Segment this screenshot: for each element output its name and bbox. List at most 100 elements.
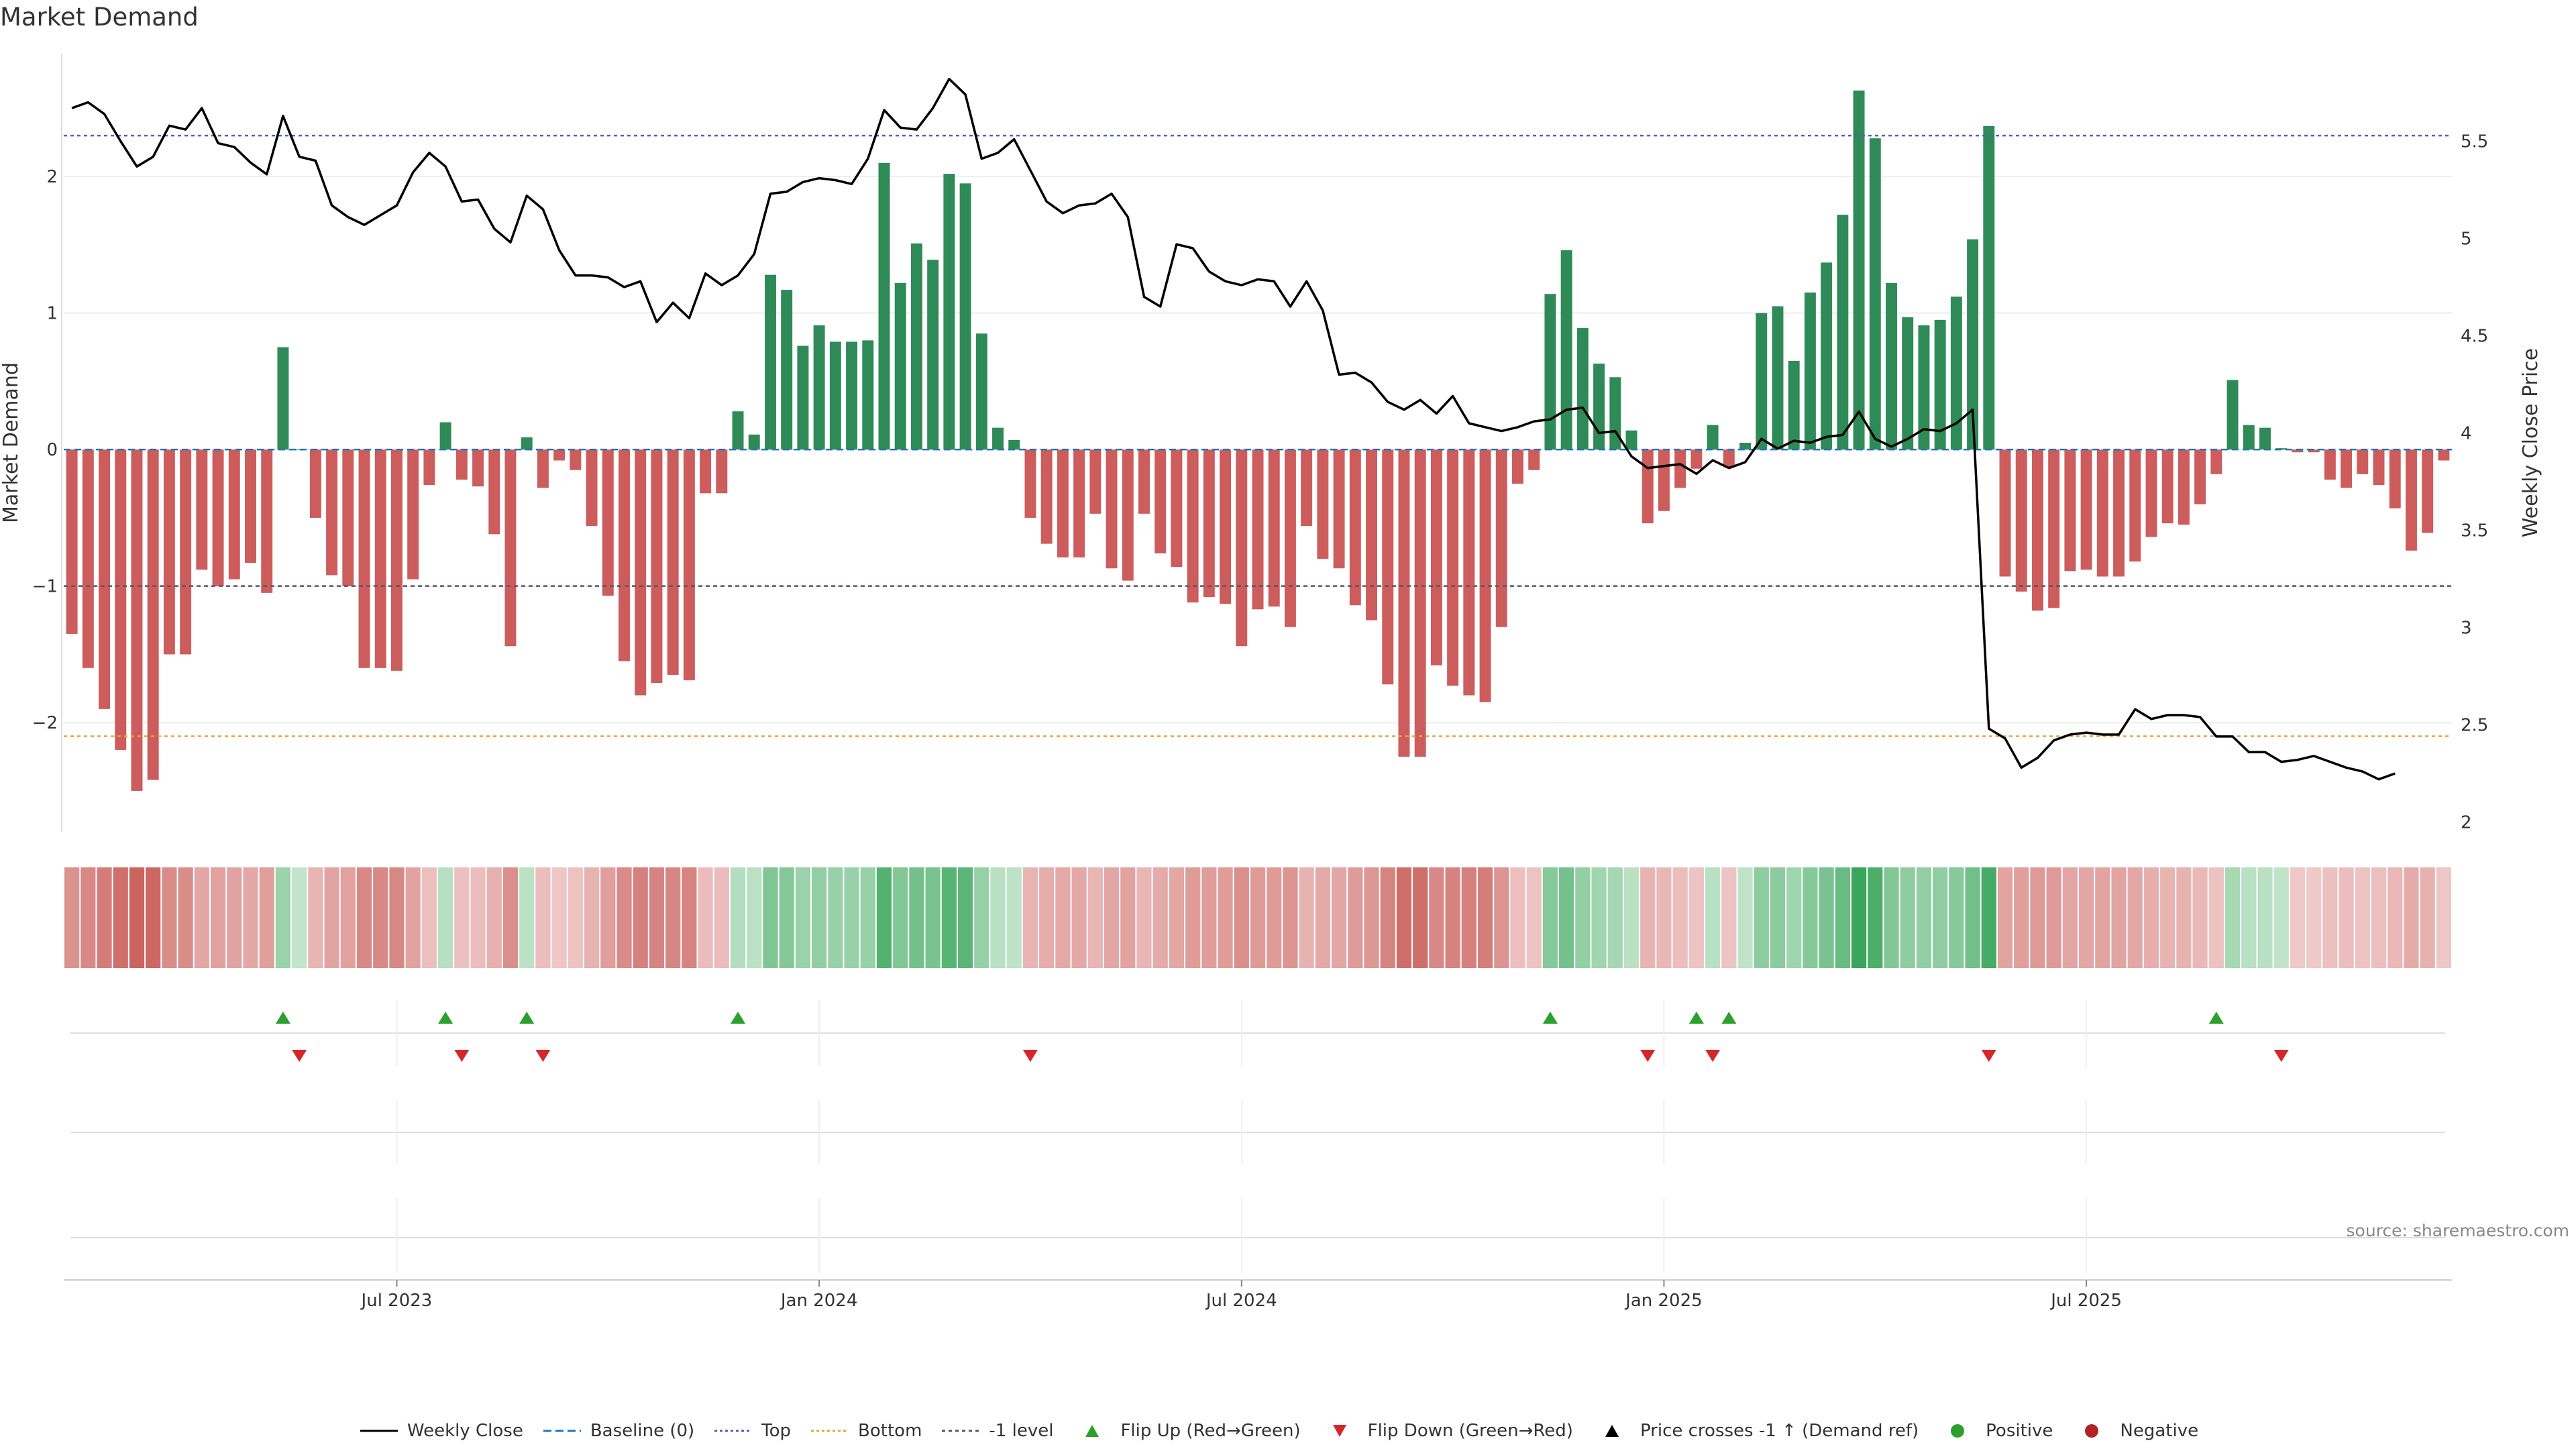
heat-cell	[1006, 867, 1022, 968]
flip-up-marker	[438, 1012, 453, 1024]
demand-bar	[894, 282, 906, 450]
heat-cell	[2404, 867, 2419, 968]
demand-bar	[1236, 449, 1248, 647]
demand-bar	[1593, 363, 1605, 450]
heat-cell	[1364, 867, 1379, 968]
heat-cell	[1039, 867, 1055, 968]
heat-cell	[1152, 867, 1168, 968]
heat-cell	[795, 867, 811, 968]
heat-cell	[1900, 867, 1915, 968]
demand-bar	[927, 260, 939, 450]
heat-cell	[356, 867, 372, 968]
demand-bar	[1138, 449, 1150, 514]
heat-cell	[275, 867, 291, 968]
demand-bar	[1463, 449, 1475, 696]
demand-bar	[2292, 449, 2304, 453]
demand-bar	[1902, 317, 1914, 450]
heat-cell	[1461, 867, 1477, 968]
legend-item-flip-down: Flip Down (Green→Red)	[1320, 1421, 1573, 1441]
demand-bar	[975, 333, 987, 450]
demand-bar	[2178, 449, 2190, 525]
flip-down-marker	[1640, 1050, 1656, 1062]
demand-bar	[1999, 449, 2011, 577]
demand-bar	[1853, 90, 1865, 450]
heat-cell	[1267, 867, 1282, 968]
x-tick-label: Jul 2024	[1205, 1291, 1277, 1311]
demand-bar	[196, 449, 208, 570]
demand-bar	[1301, 449, 1313, 527]
y2-tick-label: 5.5	[2461, 132, 2488, 152]
demand-bar	[683, 449, 695, 681]
legend-label: Flip Up (Red→Green)	[1120, 1421, 1301, 1441]
demand-bar	[163, 449, 175, 655]
flip-down-marker	[1981, 1050, 1996, 1062]
baseline-legend-icon	[542, 1421, 582, 1441]
demand-bar	[1512, 449, 1523, 484]
heat-cell	[633, 867, 648, 968]
heat-cell	[2436, 867, 2451, 968]
flip-up-marker	[731, 1012, 746, 1024]
heat-cell	[1429, 867, 1444, 968]
demand-bar	[667, 449, 679, 675]
heat-cell	[292, 867, 307, 968]
heat-cell	[2387, 867, 2403, 968]
heat-cell	[1380, 867, 1395, 968]
heat-cell	[812, 867, 827, 968]
demand-bar	[2389, 449, 2401, 508]
demand-bar	[1756, 313, 1768, 450]
demand-bar	[228, 449, 240, 580]
heat-cell	[860, 867, 875, 968]
demand-bar	[2048, 449, 2060, 608]
heat-cell	[1494, 867, 1509, 968]
flip-up-marker	[1688, 1012, 1704, 1024]
demand-bar	[2015, 449, 2027, 592]
heat-cell	[1835, 867, 1850, 968]
demand-bar	[716, 449, 728, 494]
y2-tick-label: 4	[2461, 424, 2472, 444]
demand-bar	[131, 449, 143, 791]
heat-cell	[1526, 867, 1542, 968]
flip-down-legend-icon	[1320, 1421, 1360, 1441]
heat-cell	[1022, 867, 1038, 968]
heat-cell	[502, 867, 519, 968]
flip-up-marker	[275, 1012, 290, 1024]
heat-cell	[1348, 867, 1363, 968]
heat-cell	[1542, 867, 1558, 968]
demand-bar	[212, 449, 224, 586]
heat-cell	[519, 867, 535, 968]
demand-bar	[1187, 449, 1199, 603]
demand-bar	[82, 449, 94, 668]
demand-bar	[115, 449, 127, 750]
demand-bar	[147, 449, 159, 780]
heat-cell	[2208, 867, 2224, 968]
minus1-legend-icon	[941, 1421, 981, 1441]
heat-cell	[194, 867, 209, 968]
heat-cell	[1884, 867, 1899, 968]
demand-bar	[2113, 449, 2125, 577]
heat-cell	[1916, 867, 1932, 968]
source-note: source: sharemaestro.com	[2346, 1221, 2570, 1240]
heat-cell	[828, 867, 843, 968]
flip-down-marker	[2273, 1050, 2289, 1062]
y-tick-label: 1	[46, 304, 58, 324]
heat-cell	[2224, 867, 2241, 968]
heat-cell	[568, 867, 583, 968]
flip-down-marker	[292, 1050, 307, 1062]
heat-cell	[2176, 867, 2192, 968]
demand-bar	[1707, 425, 1719, 450]
flip-up-legend-icon	[1072, 1421, 1112, 1441]
demand-bar	[1739, 443, 1752, 450]
flip-down-marker	[1705, 1050, 1721, 1062]
heat-cell	[162, 867, 177, 968]
heat-cell	[1445, 867, 1460, 968]
demand-bar	[293, 449, 305, 451]
heat-cell	[146, 867, 161, 968]
demand-bar	[910, 243, 922, 450]
demand-bar	[732, 411, 744, 450]
heat-cell	[1575, 867, 1591, 968]
page-title: Market Demand	[0, 3, 199, 32]
weekly-close-line	[71, 77, 2396, 781]
demand-bar	[2373, 449, 2385, 486]
demand-bar	[1073, 449, 1085, 557]
demand-bar	[1349, 449, 1361, 606]
